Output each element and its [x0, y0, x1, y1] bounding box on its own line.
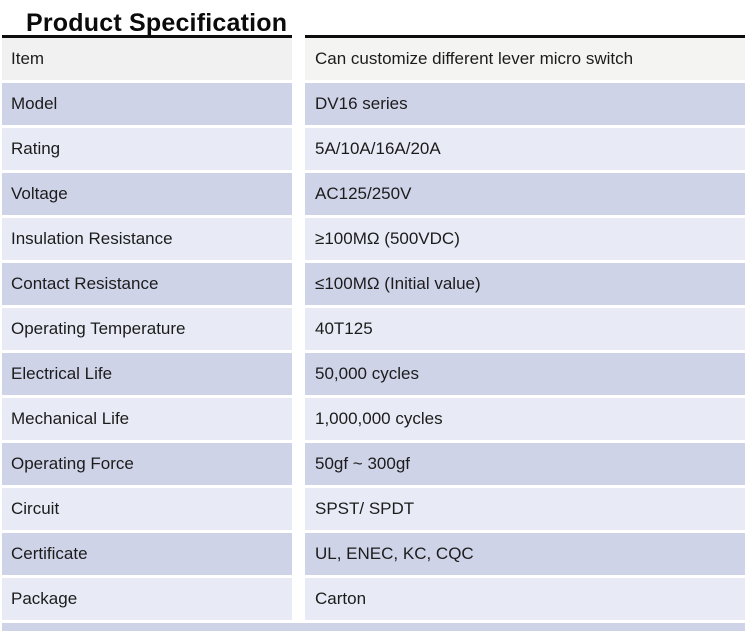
page-title: Product Specification: [26, 9, 288, 37]
spec-value-cell: AC125/250V: [305, 173, 745, 215]
spec-value-cell: Can customize different lever micro swit…: [305, 35, 745, 80]
spec-label-cell: Model: [2, 83, 292, 125]
spec-value-cell: 5A/10A/16A/20A: [305, 128, 745, 170]
spec-table: Item Can customize different lever micro…: [2, 35, 745, 620]
spec-value-cell: SPST/ SPDT: [305, 488, 745, 530]
spec-label-cell: Operating Force: [2, 443, 292, 485]
spec-value-cell: 50,000 cycles: [305, 353, 745, 395]
spec-value-cell: ≥100MΩ (500VDC): [305, 218, 745, 260]
spec-label-cell: Mechanical Life: [2, 398, 292, 440]
spec-label-cell: Certificate: [2, 533, 292, 575]
spec-label-cell: Rating: [2, 128, 292, 170]
spec-value-cell: DV16 series: [305, 83, 745, 125]
spec-value-cell: Carton: [305, 578, 745, 620]
spec-label-cell: Item: [2, 35, 292, 80]
spec-label-cell: Electrical Life: [2, 353, 292, 395]
spec-value-cell: 40T125: [305, 308, 745, 350]
spec-value-cell: 1,000,000 cycles: [305, 398, 745, 440]
spec-value-cell: UL, ENEC, KC, CQC: [305, 533, 745, 575]
partial-row-strip: [2, 623, 745, 631]
spec-label-cell: Insulation Resistance: [2, 218, 292, 260]
spec-label-cell: Package: [2, 578, 292, 620]
spec-label-cell: Voltage: [2, 173, 292, 215]
spec-label-cell: Operating Temperature: [2, 308, 292, 350]
spec-label-cell: Contact Resistance: [2, 263, 292, 305]
spec-value-cell: ≤100MΩ (Initial value): [305, 263, 745, 305]
spec-value-cell: 50gf ~ 300gf: [305, 443, 745, 485]
spec-label-cell: Circuit: [2, 488, 292, 530]
